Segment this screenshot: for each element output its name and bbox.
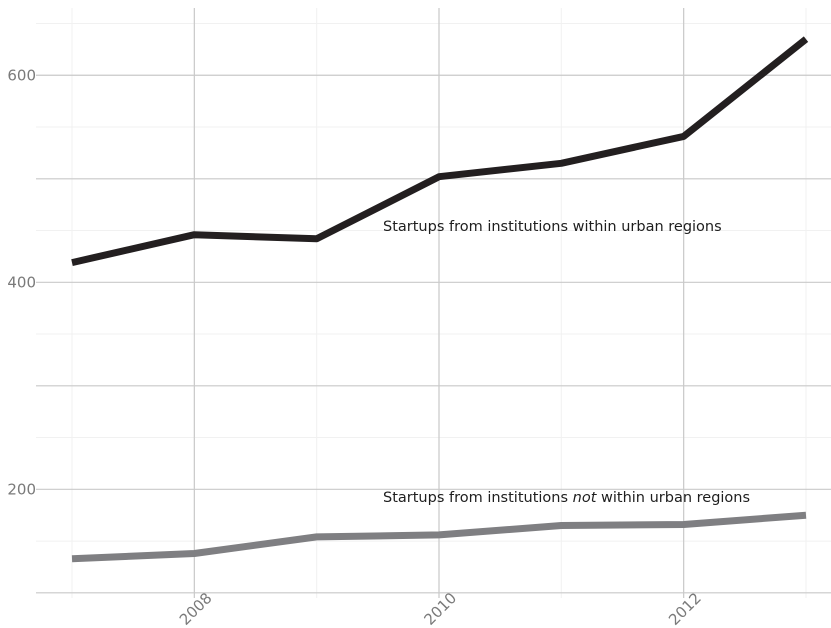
- annotation-not-urban-emphasis: not: [573, 490, 598, 506]
- y-tick-label-400: 400: [7, 273, 36, 291]
- series-line-2: [71, 511, 807, 563]
- x-axis-ticks: 2008 2010 2012: [176, 589, 705, 628]
- series-line-1: [71, 36, 809, 267]
- x-tick-label-2012: 2012: [665, 589, 705, 628]
- annotation-urban: Startups from institutions within urban …: [383, 219, 722, 235]
- x-tick-label-2010: 2010: [420, 589, 460, 628]
- annotation-not-urban-part2: within urban regions: [596, 490, 750, 506]
- annotation-not-urban-part1: Startups from institutions: [383, 490, 573, 506]
- minor-gridlines: [36, 8, 831, 598]
- y-tick-label-200: 200: [7, 480, 36, 498]
- x-tick-label-2008: 2008: [176, 589, 216, 628]
- annotation-not-urban: Startups from institutions not within ur…: [383, 490, 750, 506]
- major-gridlines: [36, 8, 831, 598]
- y-axis-ticks: 200 400 600: [7, 66, 36, 498]
- y-tick-label-600: 600: [7, 66, 36, 84]
- series-layer: [71, 36, 809, 563]
